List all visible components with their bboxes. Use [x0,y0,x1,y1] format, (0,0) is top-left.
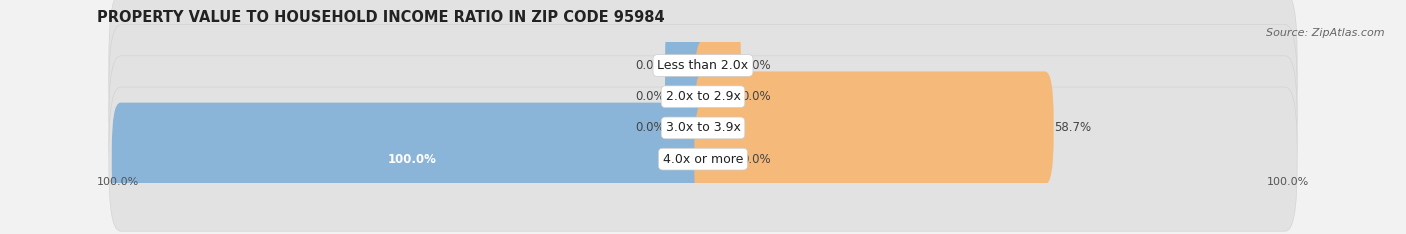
Text: Source: ZipAtlas.com: Source: ZipAtlas.com [1267,28,1385,38]
Text: 100.0%: 100.0% [387,153,436,166]
Text: 100.0%: 100.0% [1267,177,1309,186]
Text: PROPERTY VALUE TO HOUSEHOLD INCOME RATIO IN ZIP CODE 95984: PROPERTY VALUE TO HOUSEHOLD INCOME RATIO… [97,10,665,25]
Text: 0.0%: 0.0% [636,90,665,103]
FancyBboxPatch shape [695,71,1053,184]
FancyBboxPatch shape [108,56,1298,200]
Text: 100.0%: 100.0% [97,177,139,186]
Text: 0.0%: 0.0% [741,90,770,103]
Text: 0.0%: 0.0% [741,153,770,166]
Text: Less than 2.0x: Less than 2.0x [658,59,748,72]
FancyBboxPatch shape [108,0,1298,138]
Text: 2.0x to 2.9x: 2.0x to 2.9x [665,90,741,103]
Text: 0.0%: 0.0% [636,59,665,72]
FancyBboxPatch shape [665,40,711,153]
Text: 3.0x to 3.9x: 3.0x to 3.9x [665,121,741,134]
FancyBboxPatch shape [695,9,741,122]
FancyBboxPatch shape [665,71,711,184]
FancyBboxPatch shape [111,103,711,216]
FancyBboxPatch shape [108,87,1298,231]
Text: 4.0x or more: 4.0x or more [662,153,744,166]
Text: 58.7%: 58.7% [1053,121,1091,134]
FancyBboxPatch shape [665,9,711,122]
FancyBboxPatch shape [695,40,741,153]
Text: 0.0%: 0.0% [636,121,665,134]
FancyBboxPatch shape [108,25,1298,169]
FancyBboxPatch shape [695,103,741,216]
Text: 0.0%: 0.0% [741,59,770,72]
